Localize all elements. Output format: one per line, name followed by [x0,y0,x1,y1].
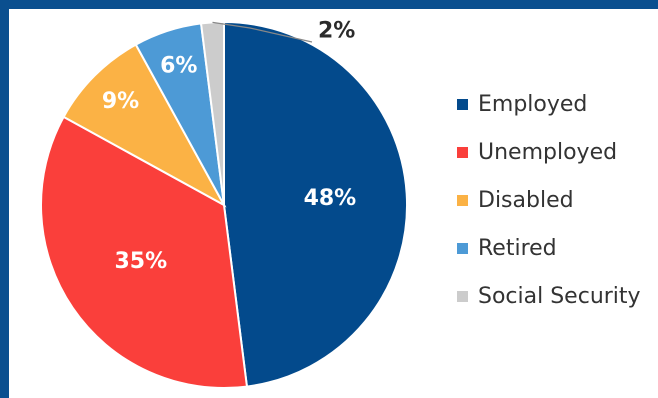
pie-slice-unemployed [40,115,249,390]
legend-swatch-unemployed [457,147,468,158]
legend-item-unemployed: Unemployed [457,140,641,165]
data-label-disabled: 9% [102,89,139,114]
data-label-retired: 6% [160,53,197,78]
legend-item-employed: Employed [457,92,641,117]
legend-item-retired: Retired [457,236,641,261]
data-label-social-security: 2% [318,19,355,44]
legend-swatch-social-security [457,291,468,302]
pie-slice-employed [223,20,408,388]
legend-label-retired: Retired [478,236,557,261]
legend-item-social-security: Social Security [457,284,641,309]
legend-item-disabled: Disabled [457,188,641,213]
legend-label-disabled: Disabled [478,188,574,213]
data-label-employed: 48% [304,186,357,211]
pie-slice-disabled [62,43,227,208]
legend-swatch-retired [457,243,468,254]
legend-label-employed: Employed [478,92,588,117]
legend-label-unemployed: Unemployed [478,140,618,165]
data-label-unemployed: 35% [114,249,167,274]
legend-label-social-security: Social Security [478,284,641,309]
legend-swatch-disabled [457,195,468,206]
legend-swatch-employed [457,99,468,110]
chart-legend: Employed Unemployed Disabled Retired Soc… [457,92,641,309]
leader-line-social-security [212,21,313,43]
